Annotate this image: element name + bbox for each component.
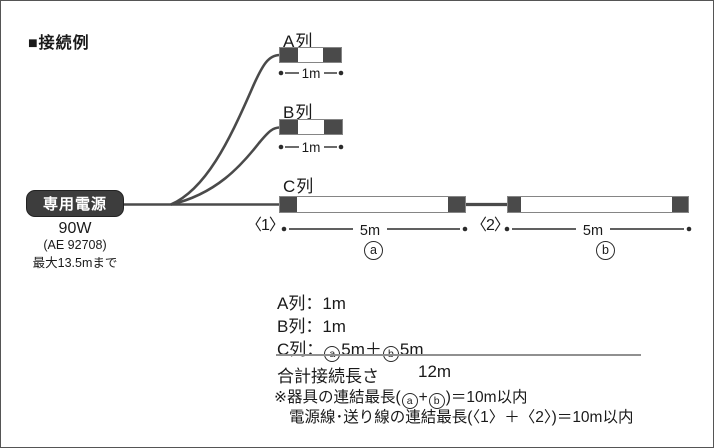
dimension-row-b-value: 1m <box>302 140 321 155</box>
power-supply-max-run: 最大13.5mまで <box>32 256 118 270</box>
connector-2-label: 〈2〉 <box>471 217 510 234</box>
segment-a-badge-inline: a <box>401 393 418 410</box>
end-cap-icon <box>508 197 521 212</box>
end-cap-icon <box>323 48 341 62</box>
power-supply-pill: 専用電源 <box>26 190 124 217</box>
wire-to-row-b <box>170 126 281 206</box>
summary-row-a: A列：1m <box>277 294 346 313</box>
row-b-fixture <box>279 119 343 135</box>
segment-a-letter: a <box>370 243 377 258</box>
end-cap-icon <box>280 120 298 134</box>
row-c-label: C列 <box>283 177 315 196</box>
row-a-fixture <box>279 47 342 63</box>
row-a-label: A列 <box>283 32 314 51</box>
end-cap-icon <box>280 197 297 212</box>
total-length-label: 合計接続長さ <box>277 367 379 386</box>
connector-1-label: 〈1〉 <box>246 217 285 234</box>
dimension-row-b <box>278 144 344 150</box>
dimension-row-a-value: 1m <box>302 66 321 81</box>
dimension-row-a <box>278 70 344 76</box>
wire-to-row-a <box>170 53 281 206</box>
power-supply-model: (AE 92708) <box>43 238 107 252</box>
dimension-segment-b-value: 5m <box>583 223 603 239</box>
page-title: ■接続例 <box>28 35 90 52</box>
end-cap-icon <box>448 197 465 212</box>
end-cap-icon <box>280 48 298 62</box>
note-wire-max: 電源線･送り線の連結最長(〈1〉＋〈2〉)＝10m以内 <box>289 409 634 426</box>
row-c-fixture-segment-a <box>279 196 466 213</box>
summary-row-b: B列：1m <box>277 317 346 336</box>
dimension-segment-a-value: 5m <box>360 223 380 239</box>
summary-row-c-suffix: 5m <box>399 340 424 359</box>
end-cap-icon <box>324 120 342 134</box>
summary-row-c-prefix: C列： <box>277 340 324 359</box>
dimension-segment-b <box>504 226 692 232</box>
summary-row-c-mid: 5m＋ <box>341 340 382 359</box>
note1-prefix: ※器具の連結最長( <box>274 389 401 406</box>
dimension-segment-a <box>281 226 468 232</box>
segment-b-letter: b <box>602 243 609 258</box>
summary-divider <box>276 354 641 356</box>
segment-b-badge: b <box>596 241 615 260</box>
end-cap-icon <box>672 197 688 212</box>
segment-b-badge-inline: b <box>428 393 445 410</box>
row-b-label: B列 <box>283 103 314 122</box>
power-supply-wattage: 90W <box>58 220 92 237</box>
note1-suffix: )＝10m以内 <box>445 389 528 406</box>
segment-a-badge: a <box>364 241 383 260</box>
row-c-fixture-segment-b <box>507 196 689 213</box>
note-fixture-max: ※器具の連結最長(a + b)＝10m以内 <box>274 385 528 410</box>
note1-plus: + <box>418 389 428 406</box>
summary-row-c: C列：a5m＋b5m <box>277 335 424 363</box>
total-length-value: 12m <box>418 362 452 381</box>
power-supply-label: 専用電源 <box>42 196 107 213</box>
